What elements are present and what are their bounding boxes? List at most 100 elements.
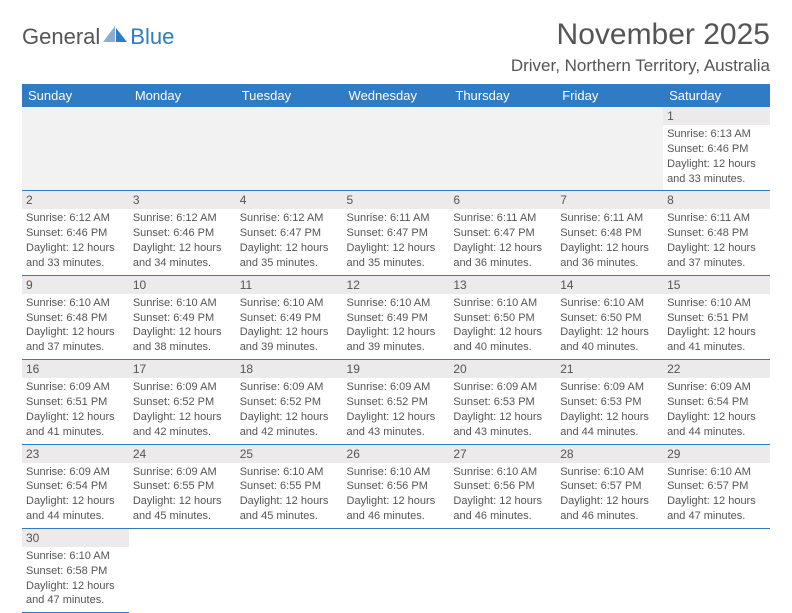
sunrise-line: Sunrise: 6:10 AM (560, 296, 659, 311)
day-cell: 23Sunrise: 6:09 AMSunset: 6:54 PMDayligh… (22, 444, 129, 528)
sunset-line: Sunset: 6:56 PM (347, 479, 446, 494)
day-body: Sunrise: 6:09 AMSunset: 6:55 PMDaylight:… (129, 463, 236, 528)
sunrise-line: Sunrise: 6:09 AM (133, 465, 232, 480)
daylight-line: Daylight: 12 hours and 44 minutes. (667, 410, 766, 440)
empty-cell (449, 528, 556, 612)
day-number: 22 (663, 360, 770, 378)
empty-cell (449, 107, 556, 191)
calendar-row: 30Sunrise: 6:10 AMSunset: 6:58 PMDayligh… (22, 528, 770, 612)
sunset-line: Sunset: 6:57 PM (560, 479, 659, 494)
day-body: Sunrise: 6:09 AMSunset: 6:51 PMDaylight:… (22, 378, 129, 443)
logo: General Blue (22, 24, 174, 50)
day-cell: 20Sunrise: 6:09 AMSunset: 6:53 PMDayligh… (449, 360, 556, 444)
daylight-line: Daylight: 12 hours and 36 minutes. (560, 241, 659, 271)
day-body: Sunrise: 6:10 AMSunset: 6:51 PMDaylight:… (663, 294, 770, 359)
day-cell: 22Sunrise: 6:09 AMSunset: 6:54 PMDayligh… (663, 360, 770, 444)
sunrise-line: Sunrise: 6:10 AM (240, 465, 339, 480)
location-text: Driver, Northern Territory, Australia (511, 56, 770, 76)
empty-cell (129, 107, 236, 191)
day-body: Sunrise: 6:12 AMSunset: 6:47 PMDaylight:… (236, 209, 343, 274)
day-number: 12 (343, 276, 450, 294)
sunrise-line: Sunrise: 6:09 AM (26, 465, 125, 480)
day-body: Sunrise: 6:09 AMSunset: 6:54 PMDaylight:… (22, 463, 129, 528)
day-number: 1 (663, 107, 770, 125)
sunrise-line: Sunrise: 6:10 AM (26, 549, 125, 564)
empty-cell (236, 107, 343, 191)
day-number: 6 (449, 191, 556, 209)
day-cell: 7Sunrise: 6:11 AMSunset: 6:48 PMDaylight… (556, 191, 663, 275)
sunset-line: Sunset: 6:46 PM (26, 226, 125, 241)
day-body: Sunrise: 6:11 AMSunset: 6:47 PMDaylight:… (449, 209, 556, 274)
day-cell: 13Sunrise: 6:10 AMSunset: 6:50 PMDayligh… (449, 275, 556, 359)
day-cell: 21Sunrise: 6:09 AMSunset: 6:53 PMDayligh… (556, 360, 663, 444)
day-cell: 5Sunrise: 6:11 AMSunset: 6:47 PMDaylight… (343, 191, 450, 275)
sunset-line: Sunset: 6:48 PM (667, 226, 766, 241)
calendar-row: 23Sunrise: 6:09 AMSunset: 6:54 PMDayligh… (22, 444, 770, 528)
logo-text-1: General (22, 24, 100, 50)
day-body: Sunrise: 6:10 AMSunset: 6:57 PMDaylight:… (556, 463, 663, 528)
sunset-line: Sunset: 6:49 PM (133, 311, 232, 326)
daylight-line: Daylight: 12 hours and 40 minutes. (560, 325, 659, 355)
day-number: 13 (449, 276, 556, 294)
calendar-row: 2Sunrise: 6:12 AMSunset: 6:46 PMDaylight… (22, 191, 770, 275)
day-number: 18 (236, 360, 343, 378)
daylight-line: Daylight: 12 hours and 45 minutes. (240, 494, 339, 524)
day-cell: 19Sunrise: 6:09 AMSunset: 6:52 PMDayligh… (343, 360, 450, 444)
empty-cell (236, 528, 343, 612)
day-body: Sunrise: 6:10 AMSunset: 6:49 PMDaylight:… (343, 294, 450, 359)
daylight-line: Daylight: 12 hours and 42 minutes. (133, 410, 232, 440)
day-cell: 9Sunrise: 6:10 AMSunset: 6:48 PMDaylight… (22, 275, 129, 359)
day-cell: 12Sunrise: 6:10 AMSunset: 6:49 PMDayligh… (343, 275, 450, 359)
sunrise-line: Sunrise: 6:10 AM (667, 296, 766, 311)
day-cell: 26Sunrise: 6:10 AMSunset: 6:56 PMDayligh… (343, 444, 450, 528)
sunset-line: Sunset: 6:48 PM (560, 226, 659, 241)
day-cell: 30Sunrise: 6:10 AMSunset: 6:58 PMDayligh… (22, 528, 129, 612)
day-number: 29 (663, 445, 770, 463)
daylight-line: Daylight: 12 hours and 45 minutes. (133, 494, 232, 524)
day-body: Sunrise: 6:10 AMSunset: 6:50 PMDaylight:… (556, 294, 663, 359)
sunrise-line: Sunrise: 6:09 AM (347, 380, 446, 395)
sunset-line: Sunset: 6:47 PM (453, 226, 552, 241)
page-title: November 2025 (511, 18, 770, 52)
day-number: 5 (343, 191, 450, 209)
sunrise-line: Sunrise: 6:11 AM (560, 211, 659, 226)
daylight-line: Daylight: 12 hours and 33 minutes. (667, 157, 766, 187)
day-body: Sunrise: 6:10 AMSunset: 6:49 PMDaylight:… (236, 294, 343, 359)
sunrise-line: Sunrise: 6:10 AM (347, 465, 446, 480)
day-header: Sunday (22, 84, 129, 107)
day-body: Sunrise: 6:09 AMSunset: 6:52 PMDaylight:… (129, 378, 236, 443)
calendar-head: SundayMondayTuesdayWednesdayThursdayFrid… (22, 84, 770, 107)
sunset-line: Sunset: 6:57 PM (667, 479, 766, 494)
sunrise-line: Sunrise: 6:10 AM (453, 296, 552, 311)
day-header: Saturday (663, 84, 770, 107)
day-header: Wednesday (343, 84, 450, 107)
day-body: Sunrise: 6:10 AMSunset: 6:58 PMDaylight:… (22, 547, 129, 612)
day-header: Friday (556, 84, 663, 107)
day-cell: 14Sunrise: 6:10 AMSunset: 6:50 PMDayligh… (556, 275, 663, 359)
daylight-line: Daylight: 12 hours and 46 minutes. (560, 494, 659, 524)
sunset-line: Sunset: 6:52 PM (347, 395, 446, 410)
sunrise-line: Sunrise: 6:12 AM (133, 211, 232, 226)
day-number: 23 (22, 445, 129, 463)
daylight-line: Daylight: 12 hours and 44 minutes. (560, 410, 659, 440)
sunset-line: Sunset: 6:51 PM (667, 311, 766, 326)
daylight-line: Daylight: 12 hours and 39 minutes. (240, 325, 339, 355)
daylight-line: Daylight: 12 hours and 43 minutes. (347, 410, 446, 440)
sunrise-line: Sunrise: 6:12 AM (26, 211, 125, 226)
day-cell: 17Sunrise: 6:09 AMSunset: 6:52 PMDayligh… (129, 360, 236, 444)
day-number: 14 (556, 276, 663, 294)
sunset-line: Sunset: 6:54 PM (667, 395, 766, 410)
calendar-table: SundayMondayTuesdayWednesdayThursdayFrid… (22, 84, 770, 613)
daylight-line: Daylight: 12 hours and 38 minutes. (133, 325, 232, 355)
day-cell: 1Sunrise: 6:13 AMSunset: 6:46 PMDaylight… (663, 107, 770, 191)
day-cell: 15Sunrise: 6:10 AMSunset: 6:51 PMDayligh… (663, 275, 770, 359)
day-header-row: SundayMondayTuesdayWednesdayThursdayFrid… (22, 84, 770, 107)
day-number: 9 (22, 276, 129, 294)
day-number: 11 (236, 276, 343, 294)
empty-cell (556, 107, 663, 191)
sunset-line: Sunset: 6:52 PM (133, 395, 232, 410)
day-number: 21 (556, 360, 663, 378)
day-number: 30 (22, 529, 129, 547)
daylight-line: Daylight: 12 hours and 42 minutes. (240, 410, 339, 440)
sunset-line: Sunset: 6:47 PM (240, 226, 339, 241)
